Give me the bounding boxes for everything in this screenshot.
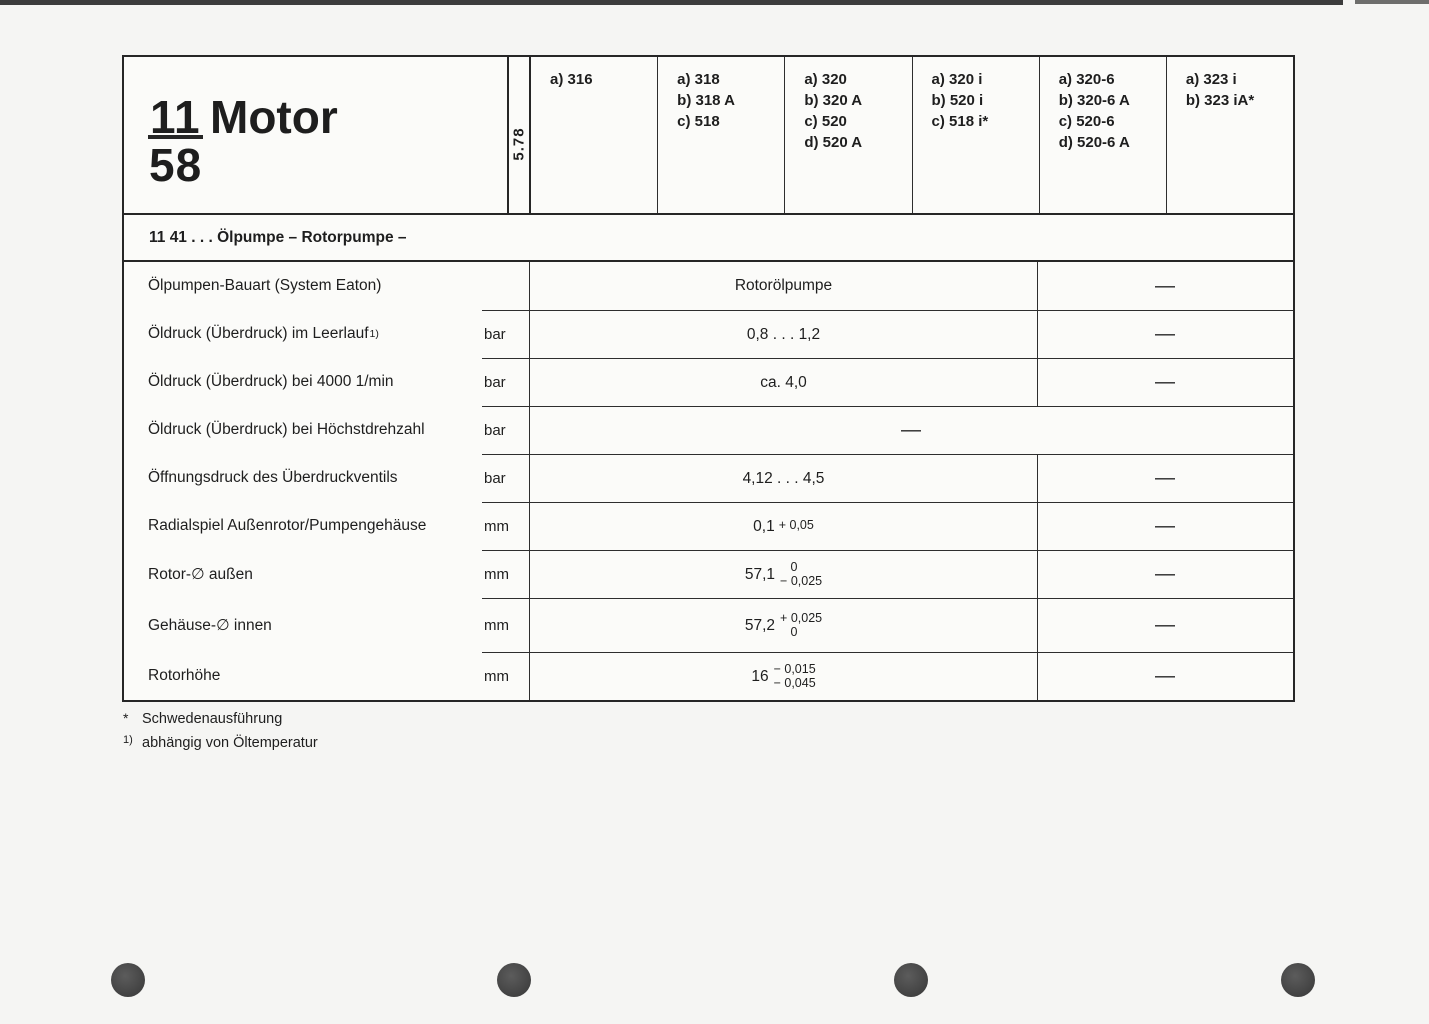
footnotes: * Schwedenausführung 1) abhängig von Öltem… <box>123 708 318 754</box>
footnote-ref: 1) <box>369 328 379 340</box>
row-label: Gehäuse-∅ innen <box>148 616 272 634</box>
edition-date: 5.78 <box>510 127 528 161</box>
row-unit: bar <box>482 358 530 406</box>
row-value: 57,2 + 0,025 0 <box>530 598 1038 652</box>
row-value: 0,8 . . . 1,2 <box>530 310 1038 358</box>
row-unit: mm <box>482 652 530 700</box>
punch-hole <box>497 963 531 997</box>
model-column: a) 318 b) 318 A c) 518 <box>658 57 786 213</box>
section-header: 11 41 . . . Ölpumpe – Rotorpumpe – <box>122 215 1295 262</box>
row-label: Öldruck (Überdruck) im Leerlauf 1) <box>148 325 379 342</box>
group-number: 11 <box>150 91 201 143</box>
row-label: Rotor-∅ außen <box>148 565 253 583</box>
row-na: — <box>1038 502 1293 550</box>
row-value: 16 − 0,015 − 0,045 <box>530 652 1038 700</box>
footnote-marker: 1) <box>123 734 133 746</box>
table-row: Öldruck (Überdruck) bei 4000 1/min bar c… <box>124 358 1293 406</box>
table-row: Öffnungsdruck des Überdruckventils bar 4… <box>124 454 1293 502</box>
table-row: Rotor-∅ außen mm 57,1 0 − 0,025 — <box>124 550 1293 598</box>
row-label: Öldruck (Überdruck) bei Höchstdrehzahl <box>148 421 425 438</box>
model-column: a) 323 i b) 323 iA* <box>1185 71 1255 109</box>
footnote-oil-temperature: 1) abhängig von Öltemperatur <box>123 730 318 754</box>
tolerance-inline: + 0,05 <box>778 517 814 532</box>
row-label: Ölpumpen-Bauart (System Eaton) <box>148 277 382 294</box>
fraction-line <box>148 135 203 139</box>
model-column: a) 320-6 b) 320-6 A c) 520-6 d) 520-6 A <box>1040 57 1167 213</box>
row-unit: bar <box>482 310 530 358</box>
row-value: Rotorölpumpe <box>530 262 1038 310</box>
section-title: 11 41 . . . Ölpumpe – Rotorpumpe – <box>149 228 407 246</box>
spec-sheet-header: 11 58 Motor 5.78 a) 316 a) 318 b) 318 A … <box>122 55 1295 215</box>
page-number: 58 <box>149 139 203 191</box>
punch-hole <box>894 963 928 997</box>
row-value: — <box>530 406 1293 454</box>
tolerance-stack: + 0,025 0 <box>780 611 823 639</box>
row-unit: mm <box>482 598 530 652</box>
table-row: Rotorhöhe mm 16 − 0,015 − 0,045 — <box>124 652 1293 700</box>
model-column: a) 320 i b) 520 i c) 518 i* <box>913 57 1040 213</box>
row-unit: mm <box>482 550 530 598</box>
table-row: Ölpumpen-Bauart (System Eaton) Rotorölpu… <box>124 262 1293 310</box>
model-column: a) 320 b) 320 A c) 520 d) 520 A <box>785 57 913 213</box>
row-na: — <box>1038 652 1293 700</box>
spec-table: Ölpumpen-Bauart (System Eaton) Rotorölpu… <box>122 262 1295 702</box>
tolerance-stack: − 0,015 − 0,045 <box>773 662 816 690</box>
chapter-title: Motor <box>210 91 338 143</box>
row-unit: bar <box>482 406 530 454</box>
scan-edge-bar <box>0 0 1343 5</box>
row-label: Öffnungsdruck des Überdruckventils <box>148 469 398 486</box>
row-label: Öldruck (Überdruck) bei 4000 1/min <box>148 373 394 390</box>
footnote-marker: * <box>123 710 129 726</box>
row-na: — <box>1155 274 1176 297</box>
table-row: Radialspiel Außenrotor/Pumpengehäuse mm … <box>124 502 1293 550</box>
row-value: ca. 4,0 <box>530 358 1038 406</box>
row-unit: bar <box>482 454 530 502</box>
model-column: a) 316 <box>531 57 659 213</box>
row-na: — <box>1038 358 1293 406</box>
footnote-sweden: * Schwedenausführung <box>123 710 283 727</box>
table-row: Gehäuse-∅ innen mm 57,2 + 0,025 0 — <box>124 598 1293 652</box>
scan-edge-bar-right <box>1355 0 1429 4</box>
row-na: — <box>1038 598 1293 652</box>
row-value: 57,1 0 − 0,025 <box>530 550 1038 598</box>
row-unit <box>482 262 530 310</box>
punch-hole <box>111 963 145 997</box>
row-unit: mm <box>482 502 530 550</box>
edition-date-strip: 5.78 <box>509 57 531 213</box>
row-label: Radialspiel Außenrotor/Pumpengehäuse <box>148 517 427 534</box>
table-row: Öldruck (Überdruck) bei Höchstdrehzahl b… <box>124 406 1293 454</box>
punch-hole <box>1281 963 1315 997</box>
row-na: — <box>1038 454 1293 502</box>
chapter-title-cell: 11 58 Motor <box>124 57 509 213</box>
row-na: — <box>1038 550 1293 598</box>
row-value: 0,1 + 0,05 <box>530 502 1038 550</box>
row-na: — <box>1038 310 1293 358</box>
tolerance-stack: 0 − 0,025 <box>780 560 823 588</box>
row-value: 4,12 . . . 4,5 <box>530 454 1038 502</box>
row-label: Rotorhöhe <box>148 667 221 684</box>
table-row: Öldruck (Überdruck) im Leerlauf 1) bar 0,… <box>124 310 1293 358</box>
